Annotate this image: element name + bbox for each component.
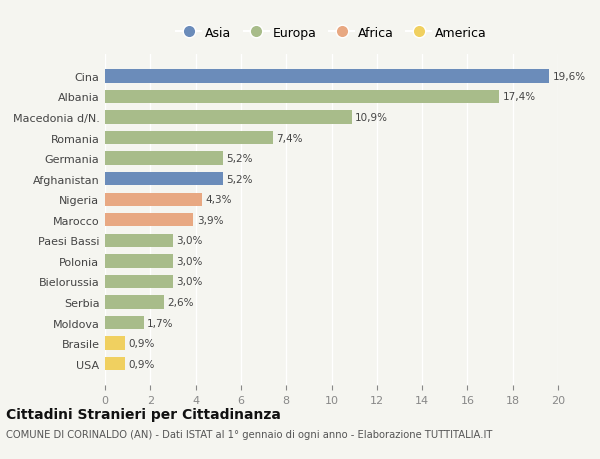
Text: 5,2%: 5,2% — [226, 154, 253, 164]
Bar — [105, 213, 193, 227]
Text: 19,6%: 19,6% — [553, 72, 586, 82]
Bar — [105, 275, 173, 289]
Text: 5,2%: 5,2% — [226, 174, 253, 185]
Bar — [105, 173, 223, 186]
Bar — [105, 234, 173, 247]
Bar — [105, 90, 499, 104]
Text: 3,0%: 3,0% — [176, 256, 203, 266]
Text: 3,9%: 3,9% — [197, 215, 223, 225]
Bar — [105, 132, 272, 145]
Bar — [105, 296, 164, 309]
Text: 10,9%: 10,9% — [355, 113, 388, 123]
Text: 4,3%: 4,3% — [206, 195, 232, 205]
Text: 2,6%: 2,6% — [167, 297, 194, 308]
Bar — [105, 316, 143, 330]
Bar — [105, 152, 223, 165]
Text: Cittadini Stranieri per Cittadinanza: Cittadini Stranieri per Cittadinanza — [6, 407, 281, 421]
Text: 3,0%: 3,0% — [176, 277, 203, 287]
Bar — [105, 111, 352, 124]
Text: 0,9%: 0,9% — [129, 338, 155, 348]
Text: 0,9%: 0,9% — [129, 359, 155, 369]
Bar — [105, 70, 549, 84]
Text: 3,0%: 3,0% — [176, 236, 203, 246]
Legend: Asia, Europa, Africa, America: Asia, Europa, Africa, America — [172, 22, 491, 45]
Text: 17,4%: 17,4% — [503, 92, 536, 102]
Bar — [105, 193, 202, 207]
Bar — [105, 357, 125, 370]
Text: COMUNE DI CORINALDO (AN) - Dati ISTAT al 1° gennaio di ogni anno - Elaborazione : COMUNE DI CORINALDO (AN) - Dati ISTAT al… — [6, 429, 493, 439]
Bar — [105, 255, 173, 268]
Bar — [105, 337, 125, 350]
Text: 1,7%: 1,7% — [147, 318, 173, 328]
Text: 7,4%: 7,4% — [276, 133, 302, 143]
